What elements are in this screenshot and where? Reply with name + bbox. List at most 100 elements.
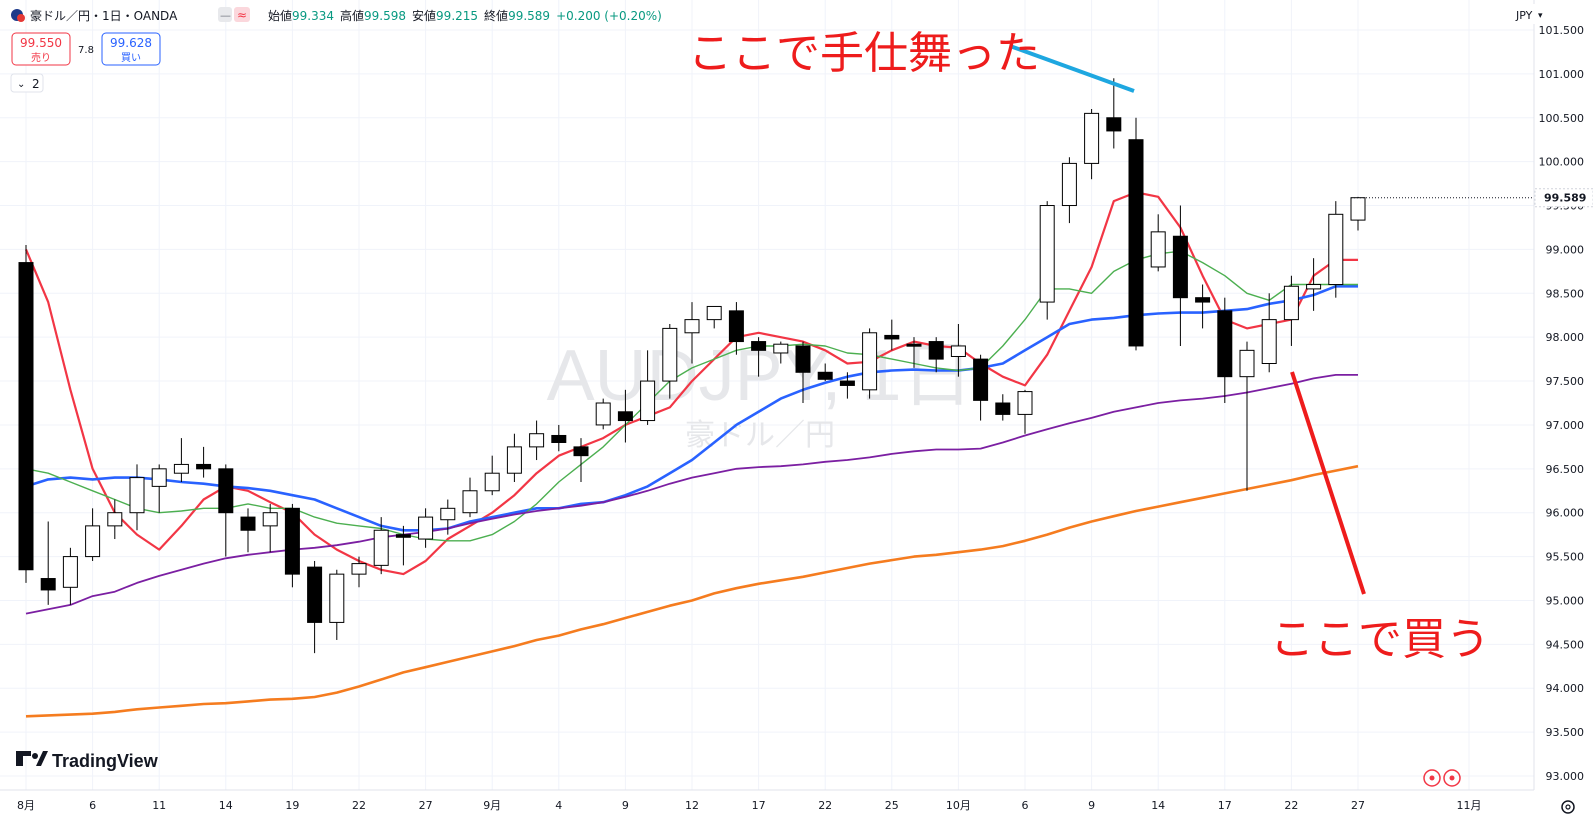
candle (1039, 201, 1055, 320)
price-tick-label: 101.000 (1539, 68, 1585, 81)
candle (85, 508, 101, 561)
price-tick-label: 94.500 (1546, 638, 1585, 651)
price-tick-label: 98.500 (1546, 287, 1585, 300)
annotation-bottom-text: ここで買う (1270, 614, 1490, 665)
time-tick-label: 6 (89, 799, 96, 812)
time-axis-labels: 8月 6 11 14 19 22 27 9月 4 9 12 17 22 25 10月 6 9 14 17 22 27 11… (17, 799, 1482, 812)
time-tick-label: 9 (1088, 799, 1095, 812)
buy-label: 買い (121, 52, 141, 64)
time-tick-label: 11月 (1457, 799, 1482, 812)
candle (950, 324, 966, 377)
candle (329, 569, 345, 640)
candle (1061, 157, 1077, 224)
time-tick-label: 17 (1218, 799, 1232, 812)
candle (1283, 275, 1299, 346)
price-tick-label: 100.500 (1539, 112, 1585, 125)
candle (795, 341, 811, 403)
last-price-tag: 99.589 (1534, 188, 1593, 208)
candle (18, 245, 34, 583)
candle (240, 508, 256, 553)
symbol-header[interactable]: 豪ドル／円・1日・OANDA — ≈ 始値99.334 高値99.598 安値99.… (11, 7, 662, 23)
candlestick-series (18, 78, 1534, 654)
buy-price: 99.628 (110, 36, 152, 50)
price-tick-label: 96.000 (1546, 507, 1585, 520)
annotation-arrow-bottom (1290, 371, 1366, 595)
price-axis[interactable] (1534, 0, 1593, 824)
plot-area[interactable] (0, 0, 1534, 790)
moving-average-line-5 (25, 464, 1359, 718)
price-tick-label: 97.500 (1546, 375, 1585, 388)
ohlc-label: 始値 (268, 8, 292, 23)
time-tick-label: 6 (1022, 799, 1029, 812)
sell-button[interactable]: 99.550 売り (11, 32, 71, 66)
tradingview-logo: TradingView (16, 751, 159, 771)
candle (995, 394, 1011, 421)
ohlc-value: 99.334 (292, 9, 334, 23)
candle (662, 324, 678, 399)
candle (1084, 108, 1100, 180)
ohlc-value: 99.215 (436, 9, 478, 23)
candle (617, 389, 633, 443)
candle (262, 503, 278, 553)
annotation-top-text: ここで手仕舞った (688, 28, 1040, 79)
sell-price: 99.550 (20, 36, 62, 50)
price-tick-label: 101.500 (1539, 24, 1585, 37)
candle (484, 455, 500, 496)
event-markers[interactable] (1423, 769, 1461, 787)
ohlc-item: 始値99.334 (268, 8, 334, 23)
time-tick-label: 25 (885, 799, 899, 812)
candle (728, 302, 744, 355)
gear-icon[interactable] (1561, 800, 1575, 814)
candle (1172, 205, 1188, 346)
candle (1195, 284, 1211, 329)
logo-text: TradingView (52, 751, 159, 771)
compare-button[interactable] (234, 7, 250, 22)
candle (395, 525, 411, 566)
ohlc-item: 高値99.598 (340, 8, 406, 23)
last-price-label: 99.589 (1544, 192, 1586, 205)
time-tick-label: 10月 (946, 799, 971, 812)
candle (373, 517, 389, 575)
minus-icon: — (220, 9, 231, 22)
ohlc-values: 始値99.334 高値99.598 安値99.215 終値99.589 (268, 8, 550, 23)
candle (817, 363, 833, 382)
price-axis-labels: 93.000 93.500 94.000 94.500 95.000 95.500 96.0… (1539, 24, 1585, 783)
time-tick-label: 22 (818, 799, 832, 812)
candle (173, 438, 189, 482)
hide-indicator-button[interactable] (218, 7, 232, 22)
price-tick-label: 96.500 (1546, 463, 1585, 476)
indicators-toggle[interactable]: ⌄ 2 (10, 73, 44, 93)
grid-lines (0, 0, 1534, 790)
candle (773, 341, 789, 364)
time-tick-label: 17 (752, 799, 766, 812)
candle (1328, 201, 1344, 298)
ohlc-item: 安値99.215 (412, 8, 478, 23)
symbol-title: 豪ドル／円・1日・OANDA (30, 8, 178, 23)
price-tick-label: 100.000 (1539, 156, 1585, 169)
candle (307, 560, 323, 654)
price-tick-label: 93.000 (1546, 770, 1585, 783)
time-tick-label: 9月 (483, 799, 501, 812)
japan-flag-icon (17, 14, 25, 22)
currency-label: JPY (1515, 9, 1533, 22)
candle (129, 464, 145, 531)
price-tick-label: 94.000 (1546, 682, 1585, 695)
price-tick-label: 97.000 (1546, 419, 1585, 432)
candle (1150, 214, 1166, 272)
candle (1261, 293, 1277, 373)
currency-selector[interactable]: JPY ▾ (1510, 4, 1547, 24)
candle (40, 521, 56, 605)
price-tick-label: 99.000 (1546, 243, 1585, 256)
candle (440, 499, 456, 535)
candle (62, 547, 78, 605)
candle (839, 372, 855, 399)
candle (595, 398, 611, 430)
buy-button[interactable]: 99.628 買い (101, 32, 161, 66)
time-axis[interactable] (0, 790, 1593, 824)
time-tick-label: 4 (555, 799, 562, 812)
time-tick-label: 27 (419, 799, 433, 812)
ohlc-value: 99.589 (508, 9, 550, 23)
ohlc-item: 終値99.589 (484, 8, 550, 23)
price-change: +0.200 (+0.20%) (556, 9, 662, 23)
